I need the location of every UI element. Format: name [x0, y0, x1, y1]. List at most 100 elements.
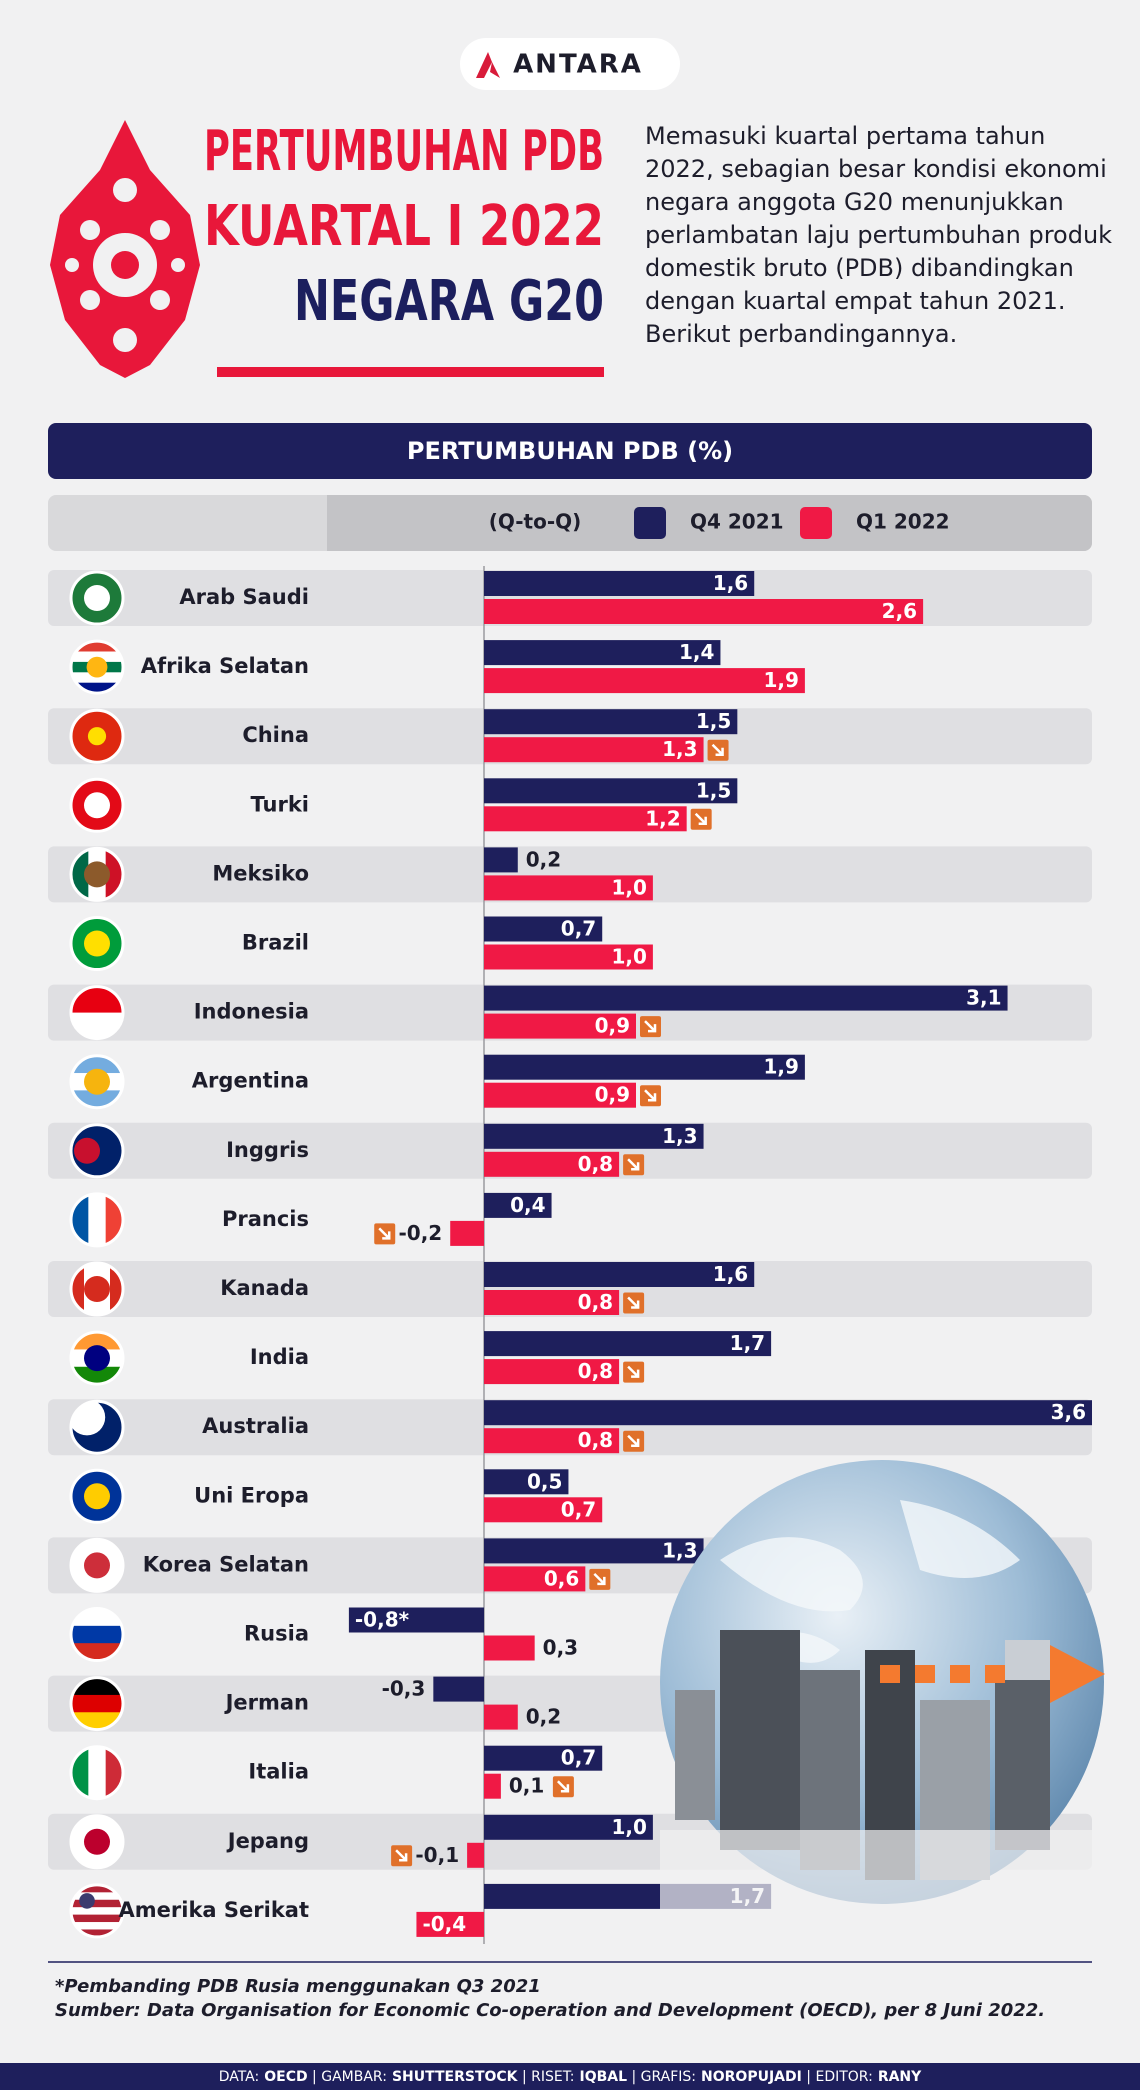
value-label: 0,8	[578, 1359, 613, 1383]
bar	[484, 1082, 636, 1108]
flag-ring	[69, 846, 125, 902]
bar	[484, 1262, 755, 1287]
bar	[484, 1745, 603, 1771]
value-label: 0,8	[578, 1152, 613, 1176]
bar	[484, 1290, 620, 1315]
value-label: 0,9	[595, 1083, 630, 1107]
value-label: -0,4	[422, 1912, 466, 1936]
value-label: 0,7	[561, 1746, 596, 1770]
bar	[484, 1359, 620, 1385]
bar	[484, 1331, 772, 1357]
value-label: 1,5	[696, 709, 731, 733]
value-label: 1,4	[679, 640, 714, 664]
ornament	[50, 120, 200, 378]
category-label: Rusia	[244, 1622, 309, 1646]
value-label: 0,7	[561, 917, 596, 941]
bar	[484, 847, 518, 873]
flag-ring	[69, 985, 125, 1041]
source-note: Sumber: Data Organisation for Economic C…	[55, 2000, 1045, 2021]
bar	[484, 1400, 1092, 1426]
value-label: 0,3	[543, 1636, 578, 1660]
bar	[484, 806, 687, 832]
decline-icon	[589, 1568, 611, 1590]
category-label: Jepang	[226, 1829, 309, 1853]
value-label: 1,0	[611, 875, 646, 899]
credit-separator: |	[627, 2069, 641, 2085]
credits: DATA: OECD | GAMBAR: SHUTTERSTOCK | RISET:…	[219, 2069, 922, 2085]
value-label: 1,6	[713, 1262, 748, 1286]
bar	[484, 1704, 518, 1730]
bar	[484, 1497, 603, 1523]
value-label: 3,6	[1051, 1400, 1086, 1424]
title-line: NEGARA G20	[294, 269, 604, 334]
value-label: 2,6	[882, 599, 917, 623]
value-label: 0,7	[561, 1497, 596, 1521]
value-label: 0,2	[526, 847, 561, 871]
chart-title: PERTUMBUHAN PDB (%)	[407, 437, 733, 465]
bar	[416, 1911, 484, 1937]
credit-label: GAMBAR:	[321, 2069, 387, 2085]
value-label: 1,0	[611, 945, 646, 969]
category-label: Indonesia	[194, 1000, 309, 1024]
bar	[484, 709, 738, 735]
flag-ring	[69, 1468, 125, 1524]
bar	[484, 1538, 704, 1564]
value-label: 0,1	[509, 1774, 544, 1798]
category-label: Meksiko	[212, 861, 309, 885]
value-label: 0,2	[526, 1705, 561, 1729]
value-label: 1,3	[662, 1538, 697, 1562]
bar	[484, 1151, 620, 1177]
bar	[484, 1469, 569, 1495]
value-label: 1,6	[713, 571, 748, 595]
bar	[484, 640, 721, 666]
category-label: Uni Eropa	[194, 1483, 309, 1507]
flag-ring	[69, 1676, 125, 1732]
row-band	[48, 1122, 1092, 1179]
chart-header	[48, 423, 1092, 479]
value-label: 1,9	[763, 668, 798, 692]
value-label: 1,2	[645, 806, 680, 830]
value-label: 1,5	[696, 778, 731, 802]
credit-label: GRAFIS:	[641, 2069, 696, 2085]
title-line: KUARTAL I 2022	[204, 194, 604, 259]
credit-name: OECD	[264, 2069, 307, 2085]
credit-name: RANY	[878, 2069, 922, 2085]
value-label: -0,2	[398, 1221, 442, 1245]
bar	[484, 1054, 805, 1080]
value-label: 0,5	[527, 1469, 562, 1493]
category-label: Inggris	[226, 1138, 309, 1162]
flag-ring	[69, 1054, 125, 1110]
decline-icon	[623, 1154, 645, 1176]
bar	[450, 1220, 484, 1246]
globe-illustration	[660, 1460, 1110, 1910]
credit-label: DATA:	[219, 2069, 260, 2085]
bar	[348, 1607, 484, 1633]
category-label: Amerika Serikat	[119, 1898, 309, 1922]
category-label: Korea Selatan	[143, 1552, 309, 1576]
bar	[484, 1192, 552, 1218]
bar	[484, 1428, 620, 1454]
credits-bar	[0, 2063, 1140, 2090]
legend-bar-right	[327, 495, 1092, 551]
bar	[433, 1676, 484, 1702]
bar	[484, 985, 1008, 1011]
credit-separator: |	[802, 2069, 816, 2085]
credit-label: EDITOR:	[815, 2069, 872, 2085]
decline-icon	[640, 1016, 661, 1038]
bar	[484, 571, 755, 596]
flag-ring	[69, 777, 125, 833]
bar	[484, 1123, 704, 1149]
logo-mark	[476, 52, 500, 78]
flag-ring	[69, 639, 125, 695]
bar	[484, 1566, 586, 1592]
intro-text: Memasuki kuartal pertama tahun 2022, seb…	[645, 122, 1113, 348]
flag-ring	[69, 1883, 125, 1939]
flag-ring	[69, 1123, 125, 1179]
bar	[484, 1814, 653, 1840]
category-label: Brazil	[242, 931, 309, 955]
title-line: PERTUMBUHAN PDB	[204, 119, 604, 184]
value-label: 1,7	[730, 1331, 765, 1355]
logo-text: ANTARA	[513, 50, 643, 80]
flag	[71, 641, 123, 694]
